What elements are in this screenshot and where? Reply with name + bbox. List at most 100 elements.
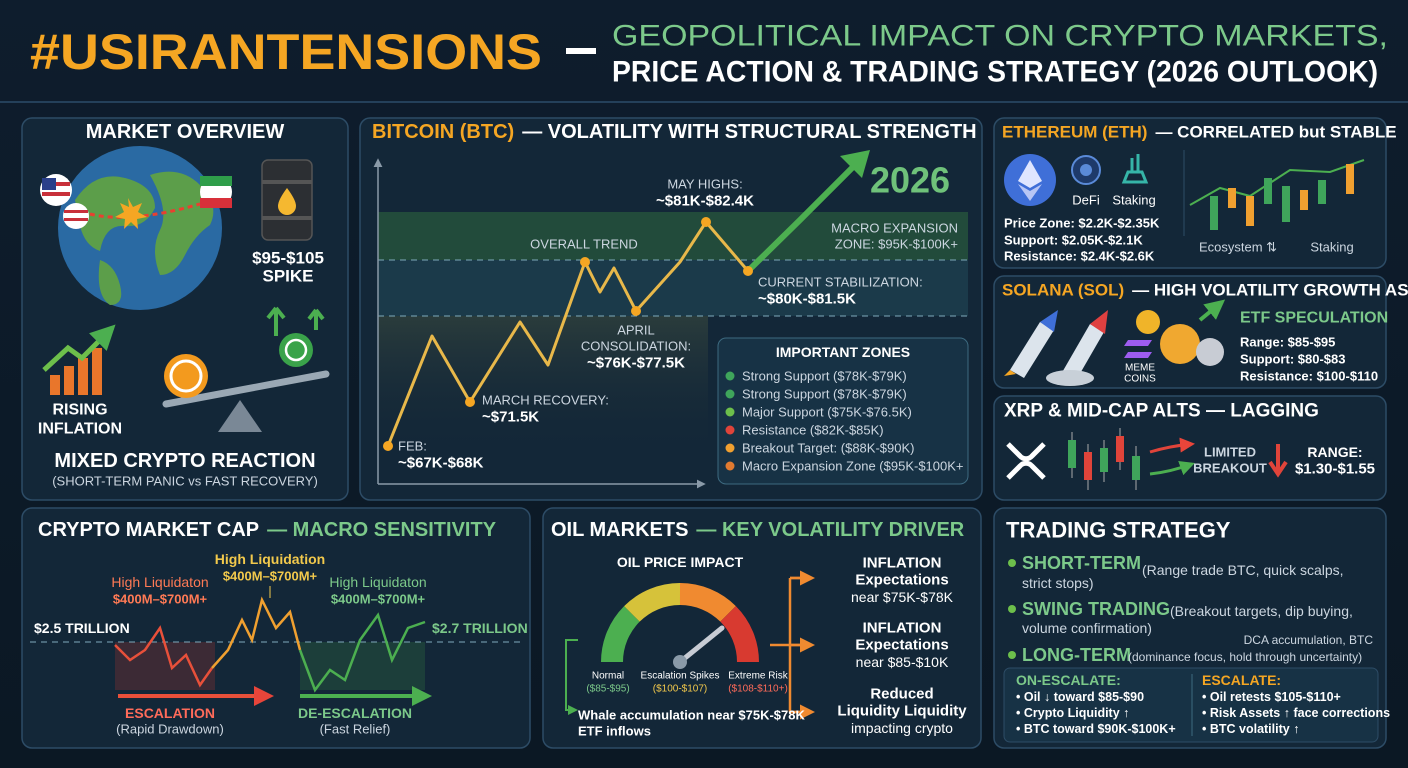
xrp-icons-part <box>1268 444 1288 478</box>
btc-chart-part-part <box>743 266 753 276</box>
btc-chart-part <box>840 150 870 178</box>
label-text: Escalation Spikes <box>641 671 720 682</box>
title-text: — HIGH VOLATILITY GROWTH ASSET <box>1132 281 1408 300</box>
reaction-note-text: (SHORT-TERM PANIC vs FAST RECOVERY) <box>52 474 318 489</box>
oil-text: SPIKE <box>262 267 313 286</box>
xrp-icons-part <box>1068 440 1076 468</box>
note-text: (Fast Relief) <box>320 722 391 737</box>
eth-icons-part-part <box>1210 196 1218 230</box>
year-text: 2026 <box>870 160 950 201</box>
title-text: MARKET OVERVIEW <box>86 121 285 143</box>
title-text: — KEY VOLATILITY DRIVER <box>696 519 964 541</box>
title-text: IMPORTANT ZONES <box>776 344 910 360</box>
value-text: $400M–$700M+ <box>331 592 426 607</box>
globe-illustration <box>40 146 232 310</box>
market-cap-chart <box>30 586 520 706</box>
btc-chart-part-part <box>383 441 393 451</box>
text-text: Macro Expansion Zone ($95K-$100K+ <box>742 459 964 474</box>
btc-chart <box>373 150 969 489</box>
levels-text: $2.7 TRILLION <box>432 620 528 636</box>
seesaw-icon-part <box>279 333 313 367</box>
title-dash <box>566 48 596 54</box>
globe-illustration-part <box>115 198 147 229</box>
value-text: ~$81K-$82.4K <box>656 193 754 210</box>
label-text: CONSOLIDATION: <box>581 339 691 354</box>
effects-text: Reduced <box>870 686 933 703</box>
icons-text: Staking <box>1112 193 1155 208</box>
zone-dot <box>725 371 735 381</box>
xrp-icons <box>1006 428 1288 490</box>
seesaw-icon <box>162 306 330 432</box>
market-cap-chart-part <box>300 642 425 690</box>
text-text: Breakout Target: ($88K-$90K) <box>742 441 914 456</box>
detail-text: (Breakout targets, dip buying, <box>1170 603 1353 619</box>
items-text: • BTC volatility ↑ <box>1202 722 1299 736</box>
sol-icons-part <box>1046 370 1094 386</box>
oil-gauge-part <box>677 625 725 665</box>
globe-illustration-part <box>64 210 88 213</box>
eth-icons-part <box>1228 164 1354 226</box>
subtitle-text: GEOPOLITICAL IMPACT ON CRYPTO MARKETS, <box>612 20 1388 53</box>
trend-text: OVERALL TREND <box>530 237 638 252</box>
text-text: Resistance ($82K-$85K) <box>742 423 884 438</box>
eth-icons-part-part <box>1346 164 1354 194</box>
eth-icons-part <box>1121 154 1149 184</box>
oil-gauge-part <box>565 639 578 715</box>
note-text: (Rapid Drawdown) <box>116 722 224 737</box>
title-text: ON-ESCALATE: <box>1016 672 1121 688</box>
strategy-decor-part <box>1008 559 1016 567</box>
chart-labels-text: Staking <box>1310 240 1353 255</box>
seesaw-icon-part <box>169 359 203 393</box>
sol-icons-part <box>1136 310 1160 334</box>
globe-illustration-part <box>200 198 232 208</box>
globe-illustration-part <box>200 176 232 186</box>
label-text: MAY HIGHS: <box>667 177 742 192</box>
title-text: BITCOIN (BTC) <box>372 121 514 143</box>
seesaw-icon-part <box>266 306 325 336</box>
gauge-title-text: OIL PRICE IMPACT <box>617 554 744 570</box>
label-text: LONG-TERM <box>1022 645 1131 665</box>
xrp-icons-part <box>1006 442 1046 480</box>
zone-dot <box>725 389 735 399</box>
sol-icons-part <box>1198 299 1226 322</box>
effects-text: Expectations <box>855 572 948 589</box>
title-text: — CORRELATED but STABLE <box>1155 123 1396 142</box>
label-text: Extreme Risk <box>728 671 788 682</box>
inflation-icon-part <box>64 366 74 395</box>
eth-icons-part-part <box>1228 188 1236 208</box>
meme-text: COINS <box>1124 374 1156 385</box>
levels-text: Resistance: $2.4K-$2.6K <box>1004 249 1155 264</box>
title-text: ESCALATE: <box>1202 672 1281 688</box>
label-text: High Liquidation <box>215 551 325 567</box>
title-text: OIL MARKETS <box>551 519 688 541</box>
inflation-icon-part <box>78 358 88 395</box>
btc-chart-part <box>386 220 750 447</box>
sol-icons-part <box>1090 310 1108 334</box>
zone-dot <box>725 407 735 417</box>
value-text: ~$80K-$81.5K <box>758 291 856 308</box>
btc-chart-part <box>717 337 969 485</box>
seesaw-icon-part <box>284 338 308 362</box>
label-text: MARCH RECOVERY: <box>482 393 609 408</box>
title-text: — MACRO SENSITIVITY <box>267 519 497 541</box>
effects-text: near $75K-$78K <box>851 589 954 605</box>
detail-text: strict stops) <box>1022 575 1094 591</box>
market-cap-chart-part <box>114 625 214 688</box>
title-text: SOLANA (SOL) <box>1002 281 1124 300</box>
range-text: ($108-$110+) <box>728 684 788 695</box>
effects-text: Liquidity Liquidity <box>837 703 967 720</box>
breakout-text: BREAKOUT <box>1193 461 1267 476</box>
btc-chart-part-part <box>580 257 590 267</box>
strategy-decor-part <box>1008 651 1016 659</box>
zone-dot <box>725 425 735 435</box>
xrp-icons-part <box>1149 437 1195 454</box>
btc-chart-part-part <box>701 217 711 227</box>
sol-icons-part <box>1160 324 1200 364</box>
xrp-icons-part <box>1149 461 1195 476</box>
xrp-icons-part <box>1084 452 1092 480</box>
label-text: Normal <box>592 671 624 682</box>
market-cap-chart-part <box>298 612 426 693</box>
detail-text: (dominance focus, hold through uncertain… <box>1128 650 1362 664</box>
oil-barrel-icon-part <box>262 216 312 220</box>
etf-text: ETF SPECULATION <box>1240 310 1388 327</box>
